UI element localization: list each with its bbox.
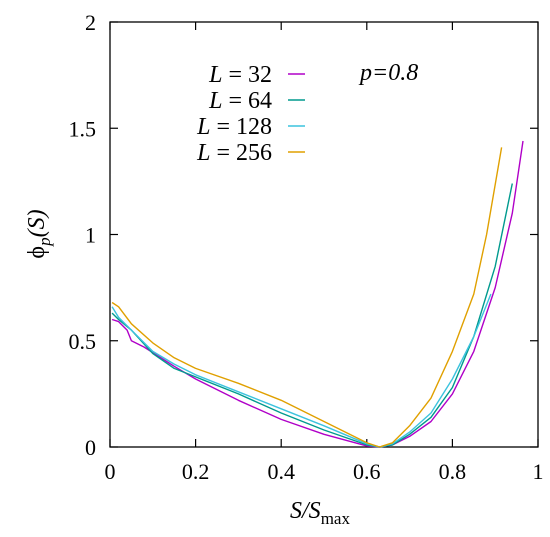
plot-frame xyxy=(109,21,539,448)
annotation-text: p=0.8 xyxy=(358,60,418,86)
x-tick-label: 0.4 xyxy=(267,459,295,484)
x-tick-label: 1 xyxy=(533,459,544,484)
series-line xyxy=(111,183,513,448)
y-axis-label: ϕp(S) xyxy=(24,209,54,258)
x-axis-label: S/Smax xyxy=(290,498,350,528)
x-tick-label: 0.6 xyxy=(353,459,381,484)
x-tick-label: 0.8 xyxy=(439,459,467,484)
series-line xyxy=(111,293,492,448)
series-lines xyxy=(111,140,524,448)
x-axis-label-sub: max xyxy=(321,509,351,528)
y-tick-label: 0.5 xyxy=(69,329,97,354)
y-tick-label: 1 xyxy=(85,223,96,248)
annotation-p: p=0.8 xyxy=(358,60,418,86)
y-axis-label-sub: p xyxy=(35,237,54,247)
y-tick-label: 0 xyxy=(85,435,96,460)
y-tick-label: 2 xyxy=(85,10,96,35)
legend-label: L = 128 xyxy=(196,114,272,140)
y-tick-label: 1.5 xyxy=(69,116,97,141)
x-tick-label: 0 xyxy=(105,459,116,484)
series-line xyxy=(111,147,503,448)
y-axis-label-main: ϕ xyxy=(24,246,50,259)
series-line xyxy=(111,140,524,448)
y-axis-ticks: 0 0.5 1 1.5 2 xyxy=(69,10,538,460)
x-axis-label-main: S/S xyxy=(290,498,321,524)
legend-label: L = 32 xyxy=(208,62,272,88)
x-axis-ticks: 0 0.2 0.4 0.6 0.8 1 xyxy=(105,22,544,484)
x-tick-label: 0.2 xyxy=(182,459,210,484)
legend-label: L = 64 xyxy=(208,88,272,114)
legend-label: L = 256 xyxy=(196,140,272,166)
y-axis-label-arg: (S) xyxy=(24,209,50,237)
